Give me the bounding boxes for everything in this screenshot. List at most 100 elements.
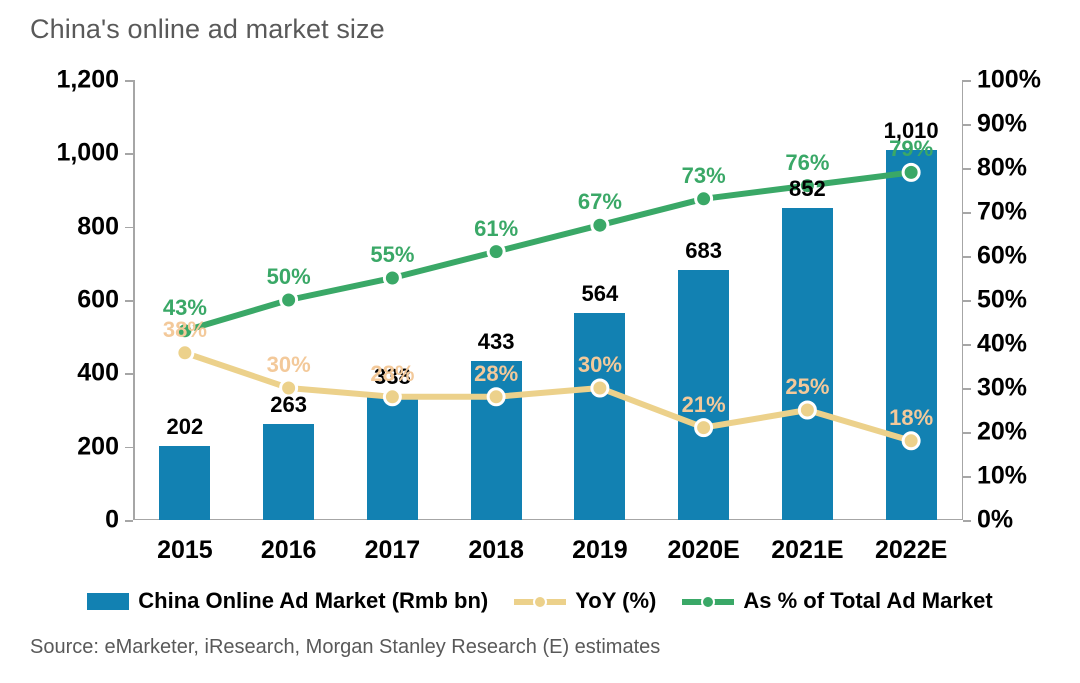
line-marker (382, 268, 402, 288)
right-axis-tick-label: 50% (977, 285, 1028, 314)
yoy-value-label: 25% (785, 374, 830, 399)
share-value-label: 79% (889, 136, 934, 162)
bar-value-label: 263 (270, 391, 307, 417)
right-axis-tick-label: 30% (977, 373, 1028, 402)
right-tick (963, 344, 971, 346)
x-axis-label: 2022E (874, 536, 948, 564)
right-tick (963, 300, 971, 302)
right-axis-tick-label: 70% (977, 197, 1028, 226)
left-axis-tick-label: 400 (77, 358, 119, 387)
bar (263, 423, 315, 520)
right-axis-tick-label: 90% (977, 109, 1028, 138)
source-note: Source: eMarketer, iResearch, Morgan Sta… (30, 636, 661, 658)
yoy-value-label: 30% (577, 352, 622, 377)
yoy-value-label: 30% (266, 352, 311, 377)
legend-label: As % of Total Ad Market (743, 588, 993, 613)
line-marker (590, 215, 610, 235)
bar-value-label: 433 (477, 329, 515, 355)
bar (781, 207, 833, 520)
right-tick (963, 124, 971, 126)
line-path (181, 169, 915, 334)
bar-value-label: 202 (166, 413, 204, 439)
left-tick (125, 226, 133, 229)
left-tick (125, 153, 133, 155)
legend-line-swatch (514, 593, 567, 610)
line-path (181, 349, 915, 444)
right-axis-tick-label: 0% (977, 505, 1014, 534)
plot-area: 0 200 400 600 800 1,000 1,200 0% 10% 20% 30% 40% 50… (56, 66, 1041, 565)
left-tick (125, 520, 133, 522)
x-axis-label: 2018 (468, 536, 524, 564)
bar (574, 313, 626, 520)
left-axis-tick-label: 1,200 (56, 65, 119, 94)
bar-value-label: 852 (789, 175, 826, 201)
legend-line-swatch (682, 593, 735, 610)
share-value-label: 50% (266, 264, 311, 289)
right-tick (963, 520, 971, 522)
left-tick (125, 300, 133, 302)
bar-value-label: 1,010 (883, 117, 939, 143)
x-axis-line (133, 518, 963, 520)
yoy-value-label: 38% (162, 316, 207, 342)
legend-bar-swatch (87, 592, 130, 610)
yoy-value-label: 21% (681, 391, 726, 417)
x-axis-label: 2016 (260, 536, 317, 564)
left-axis-tick-label: 200 (77, 432, 119, 461)
share-value-label: 76% (785, 149, 830, 175)
yoy-value-label: 28% (474, 360, 519, 386)
share-value-label: 73% (681, 162, 726, 188)
right-axis-tick-label: 80% (977, 153, 1028, 182)
left-axis-tick-label: 600 (77, 285, 119, 314)
line-marker (797, 400, 817, 420)
x-axis-label: 2020E (667, 536, 740, 564)
right-axis-tick-label: 60% (977, 241, 1028, 270)
line-marker (175, 343, 195, 363)
share-value-label: 67% (577, 189, 622, 215)
bar (159, 445, 211, 520)
legend-item-share[interactable]: As % of Total Ad Market (682, 588, 993, 614)
legend-label: China Online Ad Market (Rmb bn) (138, 588, 489, 613)
legend-item-yoy[interactable]: YoY (%) (514, 588, 656, 614)
left-axis-line (133, 80, 135, 520)
right-tick (963, 80, 971, 82)
chart-title: China's online ad market size (30, 14, 385, 44)
left-axis-tick-label: 800 (77, 212, 119, 241)
right-tick (963, 388, 971, 390)
legend-label: YoY (%) (575, 588, 657, 613)
line-marker (279, 290, 299, 310)
share-value-label: 43% (162, 294, 207, 320)
right-tick (963, 256, 971, 258)
legend-item-bar[interactable]: China Online Ad Market (Rmb bn) (87, 588, 488, 614)
right-axis-line (961, 80, 963, 520)
x-axis-label: 2021E (771, 536, 844, 564)
right-tick (963, 476, 971, 478)
line-marker (797, 176, 817, 196)
right-axis-tick-label: 10% (977, 461, 1028, 490)
right-tick (963, 432, 971, 434)
left-axis-tick-label: 0 (105, 505, 119, 534)
share-value-label: 55% (370, 242, 415, 267)
line-series (175, 162, 921, 451)
line-marker (694, 189, 714, 209)
right-tick (963, 168, 971, 170)
bar (366, 396, 418, 520)
x-axis-label: 2017 (364, 536, 421, 564)
right-axis-tick-label: 100% (977, 65, 1041, 94)
bar-value-label: 564 (581, 281, 619, 307)
left-tick (125, 373, 133, 375)
right-tick (963, 212, 971, 214)
bar-value-label: 338 (374, 364, 411, 390)
left-axis-tick-label: 1,000 (56, 138, 119, 167)
line-marker (901, 162, 921, 182)
line-marker (486, 387, 506, 407)
x-axis-label: 2015 (157, 536, 213, 564)
line-marker (279, 378, 299, 398)
bar-value-label: 683 (685, 237, 722, 263)
line-marker (590, 378, 610, 398)
x-axis-label: 2019 (572, 536, 628, 564)
bar (678, 269, 730, 520)
share-value-label: 61% (474, 215, 519, 241)
left-tick (125, 80, 133, 82)
line-marker (901, 431, 921, 451)
